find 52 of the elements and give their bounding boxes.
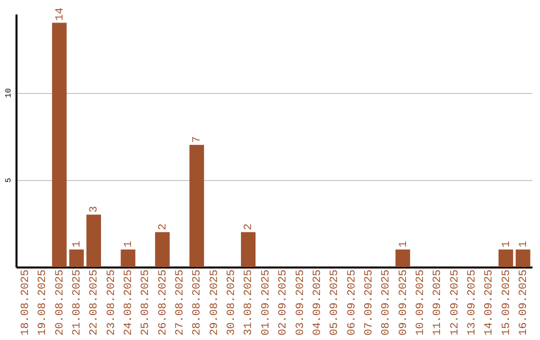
x-tick-label: 04.09.2025 bbox=[312, 270, 324, 336]
x-tick-label: 06.09.2025 bbox=[346, 270, 358, 336]
bar bbox=[240, 232, 256, 267]
x-tick-label: 31.08.2025 bbox=[243, 270, 256, 336]
x-tick-label: 26.08.2025 bbox=[157, 270, 170, 336]
x-tick-label: 25.08.2025 bbox=[140, 270, 152, 336]
x-tick-label: 11.09.2025 bbox=[432, 270, 444, 336]
data-label: 14 bbox=[54, 7, 66, 21]
x-tick-label: 01.09.2025 bbox=[260, 270, 272, 336]
data-label: 3 bbox=[88, 206, 101, 213]
x-tick-label: 08.09.2025 bbox=[380, 270, 393, 336]
x-tick-label: 16.09.2025 bbox=[518, 270, 530, 336]
data-label: 2 bbox=[157, 223, 170, 230]
x-tick-label: 03.09.2025 bbox=[294, 270, 307, 336]
bar bbox=[69, 250, 84, 267]
x-tick-label: 22.08.2025 bbox=[88, 270, 101, 336]
x-tick-label: 30.08.2025 bbox=[226, 270, 238, 336]
data-label: 2 bbox=[243, 223, 256, 230]
x-tick-label: 05.09.2025 bbox=[329, 270, 342, 336]
data-label: 1 bbox=[500, 240, 513, 248]
x-tick-label: 29.08.2025 bbox=[208, 270, 221, 336]
x-tick-label: 19.08.2025 bbox=[37, 270, 50, 336]
y-tick-label: 5 bbox=[4, 178, 14, 183]
y-tick-label: 10 bbox=[4, 88, 14, 98]
bar bbox=[120, 250, 136, 267]
x-tick-label: 13.09.2025 bbox=[466, 270, 478, 336]
bar bbox=[498, 250, 514, 267]
x-tick-label: 18.08.2025 bbox=[20, 270, 32, 336]
x-tick-label: 15.09.2025 bbox=[500, 270, 513, 336]
data-label: 1 bbox=[123, 240, 136, 248]
bar bbox=[189, 144, 204, 267]
bar bbox=[516, 250, 530, 267]
bar bbox=[52, 22, 67, 267]
x-tick-label: 28.08.2025 bbox=[192, 270, 204, 336]
x-tick-label: 24.08.2025 bbox=[123, 270, 136, 336]
x-tick-label: 21.08.2025 bbox=[72, 270, 84, 336]
data-label: 7 bbox=[192, 136, 204, 143]
x-tick-label: 14.09.2025 bbox=[484, 270, 496, 336]
x-tick-label: 27.08.2025 bbox=[174, 270, 187, 336]
x-tick-label: 12.09.2025 bbox=[449, 270, 462, 336]
x-tick-label: 09.09.2025 bbox=[398, 270, 410, 336]
data-label: 1 bbox=[398, 240, 410, 248]
x-tick-label: 20.08.2025 bbox=[54, 270, 66, 336]
x-tick-label: 10.09.2025 bbox=[414, 270, 427, 336]
x-tick-label: 23.08.2025 bbox=[106, 270, 118, 336]
bar bbox=[155, 232, 170, 267]
bar bbox=[86, 214, 101, 267]
x-tick-label: 07.09.2025 bbox=[363, 270, 376, 336]
data-label: 1 bbox=[72, 240, 84, 248]
x-tick-label: 02.09.2025 bbox=[278, 270, 290, 336]
data-label: 1 bbox=[518, 240, 530, 248]
bar bbox=[395, 250, 410, 267]
